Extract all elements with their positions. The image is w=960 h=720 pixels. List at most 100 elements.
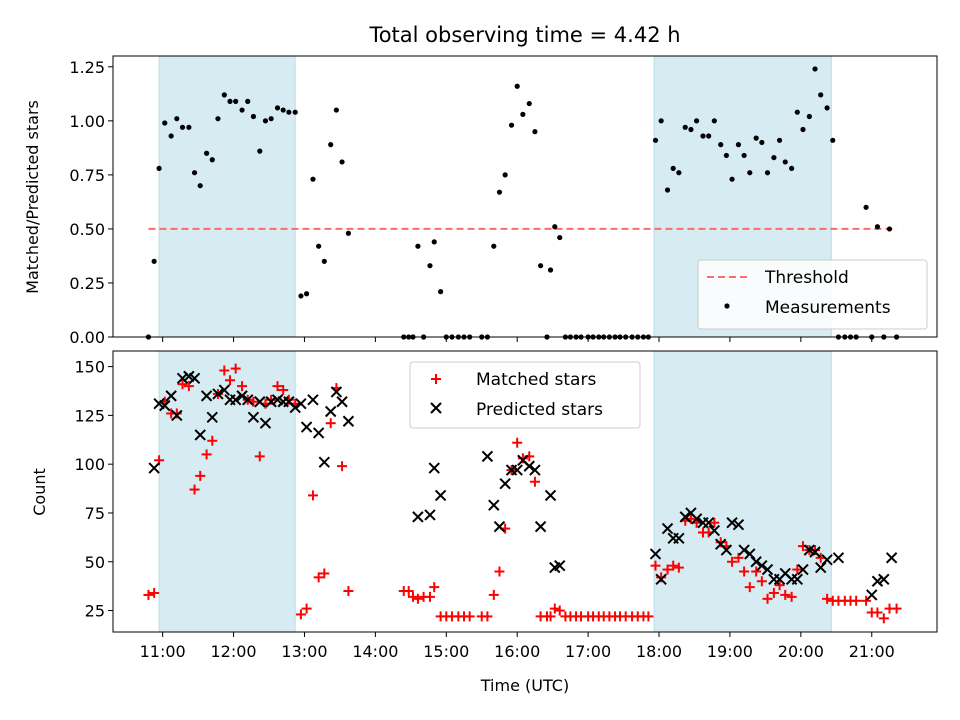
predicted-star-point-b [428, 462, 440, 474]
measurement-point [186, 124, 192, 130]
predicted-star-point-b [866, 589, 878, 601]
measurement-point [215, 116, 221, 122]
measurement-point [723, 152, 729, 159]
predicted-star-point-b [318, 456, 331, 468]
matched-star-point [325, 418, 336, 429]
matched-star-point [143, 589, 154, 600]
measurement-point [156, 165, 162, 171]
predicted-star-point-b [295, 397, 307, 410]
measurement-point [233, 98, 239, 104]
measurement-point [321, 258, 327, 264]
measurement-point [345, 230, 352, 236]
predicted-star-point-b [229, 394, 242, 406]
predicted-star-point [702, 517, 715, 529]
predicted-star-point-b [165, 390, 177, 402]
predicted-star-point-b [655, 573, 667, 586]
measurement-point [830, 137, 836, 143]
measurement-point [292, 109, 298, 115]
predicted-star-point-b [330, 386, 343, 398]
predicted-star-point-b [194, 429, 206, 441]
predicted-star-point-b [523, 460, 535, 472]
predicted-star-point [797, 563, 809, 576]
measurement-point [688, 126, 694, 133]
predicted-star-point-b [200, 390, 213, 402]
matched-star-point [517, 453, 528, 464]
predicted-star-point [148, 462, 160, 474]
count-panel-ylabel: Count [30, 468, 49, 516]
matched-star-point [668, 560, 679, 571]
matched-star-point [739, 566, 750, 577]
predicted-star-point-b [803, 544, 816, 556]
predicted-star-point [866, 589, 878, 601]
ratio-ytick-label: 1.25 [69, 58, 105, 77]
predicted-star-point [295, 397, 307, 410]
measurement-point [204, 150, 210, 156]
matched-star-point [254, 451, 265, 462]
predicted-star-point-b [544, 489, 557, 502]
matched-star-point [545, 611, 556, 622]
predicted-star-point [428, 462, 440, 474]
count-ytick-label: 100 [74, 455, 105, 474]
measurement-point [262, 118, 269, 124]
matched-star-point [792, 564, 803, 575]
measurement-point [316, 243, 322, 249]
predicted-star-point [523, 460, 535, 472]
predicted-star-point-b [336, 396, 348, 408]
predicted-star-point-b [183, 370, 195, 383]
measurement-point [694, 118, 700, 124]
count-xtick-label: 13:00 [281, 642, 327, 661]
matched-star-point [756, 576, 767, 587]
measurement-point [711, 118, 717, 124]
measurement-point [753, 135, 759, 141]
matched-star-point [278, 385, 289, 396]
predicted-star-point-b [797, 563, 809, 576]
measurements-legend-label: Measurements [765, 298, 891, 318]
matched-star-point [851, 595, 862, 606]
predicted-star-point-b [814, 561, 827, 574]
matched-star-point [195, 470, 206, 481]
matched-star-point [878, 613, 889, 624]
matched-star-point [301, 603, 312, 614]
matched-star-point [549, 603, 560, 614]
matched-star-point [237, 381, 248, 392]
measurement-point [250, 113, 257, 120]
measurement-point [782, 159, 788, 165]
measurement-point [800, 126, 806, 133]
ratio-ytick-label: 1.00 [69, 112, 105, 131]
matched-star-point [295, 609, 306, 620]
count-ytick-label: 75 [85, 504, 105, 523]
measurement-point [547, 267, 554, 273]
count-legend-box [409, 361, 641, 429]
matched-star-point [149, 587, 160, 598]
predicted-star-point-b [259, 417, 272, 429]
predicted-star-point-b [324, 405, 337, 418]
measurement-point [197, 183, 203, 189]
ratio-legend: Threshold Measurements [697, 259, 928, 330]
measurement-point [652, 137, 659, 143]
matched-star-point [337, 461, 348, 472]
predicted-star-point-b [206, 411, 218, 424]
matched-star-point [407, 591, 418, 602]
predicted-star-point-b [412, 511, 424, 523]
predicted-star-point [720, 544, 733, 556]
predicted-star-point-b [493, 520, 506, 533]
predicted-star-point [300, 421, 313, 433]
matched-star-point [774, 580, 785, 591]
measurement-point [552, 224, 558, 230]
count-xtick-label: 15:00 [423, 642, 469, 661]
predicted-star-point [176, 372, 189, 385]
count-xtick-label: 16:00 [494, 642, 540, 661]
predicted-star-point-b [702, 517, 715, 529]
predicted-star-point [809, 546, 821, 558]
ratio-panel: 0.00 0.25 0.50 0.75 1.00 1.25 Matched/Predict… [23, 55, 938, 347]
predicted-star-point-b [661, 522, 674, 535]
predicted-star-point [236, 390, 248, 402]
matched-star-point [177, 379, 188, 390]
predicted-star-point [529, 464, 541, 476]
matched-star-point [412, 593, 423, 604]
predicted-star-point-b [738, 544, 750, 556]
measurement-point [735, 142, 742, 148]
measurement-point [280, 107, 286, 113]
ratio-legend-box [697, 259, 928, 330]
